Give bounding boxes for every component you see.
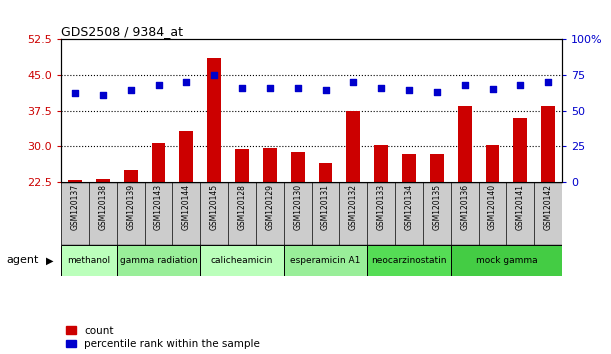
Bar <box>263 148 277 290</box>
Bar <box>374 145 388 290</box>
Point <box>126 88 136 93</box>
Bar <box>430 154 444 290</box>
Text: GSM120135: GSM120135 <box>433 184 441 230</box>
Bar <box>346 110 360 290</box>
Bar <box>96 179 110 290</box>
Text: GSM120136: GSM120136 <box>460 184 469 230</box>
Bar <box>284 245 367 276</box>
Point <box>376 85 386 91</box>
Bar <box>291 152 305 290</box>
Text: ▶: ▶ <box>46 256 53 266</box>
Text: GDS2508 / 9384_at: GDS2508 / 9384_at <box>61 25 183 38</box>
Text: GSM120132: GSM120132 <box>349 184 358 230</box>
Point <box>516 82 525 87</box>
Bar <box>152 143 166 290</box>
Point <box>98 92 108 98</box>
Point <box>237 85 247 91</box>
Text: esperamicin A1: esperamicin A1 <box>290 256 360 265</box>
Text: GSM120130: GSM120130 <box>293 184 302 230</box>
Text: GSM120138: GSM120138 <box>98 184 108 230</box>
Point <box>460 82 470 87</box>
Point <box>181 79 191 85</box>
Text: GSM120128: GSM120128 <box>238 184 246 230</box>
Bar <box>451 245 562 276</box>
Text: GSM120137: GSM120137 <box>70 184 79 230</box>
Text: GSM120129: GSM120129 <box>265 184 274 230</box>
Point <box>543 79 553 85</box>
Bar <box>207 58 221 290</box>
Point <box>432 89 442 95</box>
Text: gamma radiation: gamma radiation <box>120 256 197 265</box>
Text: GSM120144: GSM120144 <box>182 184 191 230</box>
Text: GSM120140: GSM120140 <box>488 184 497 230</box>
Bar <box>68 180 82 290</box>
Text: agent: agent <box>6 256 38 266</box>
Legend: count, percentile rank within the sample: count, percentile rank within the sample <box>67 326 260 349</box>
Text: GSM120145: GSM120145 <box>210 184 219 230</box>
Point <box>488 86 497 92</box>
Text: GSM120139: GSM120139 <box>126 184 135 230</box>
Bar <box>541 106 555 290</box>
Bar <box>61 245 117 276</box>
Bar <box>117 245 200 276</box>
Text: calicheamicin: calicheamicin <box>211 256 273 265</box>
Text: neocarzinostatin: neocarzinostatin <box>371 256 447 265</box>
Point <box>153 82 163 87</box>
Bar <box>402 154 416 290</box>
Text: GSM120143: GSM120143 <box>154 184 163 230</box>
Text: GSM120141: GSM120141 <box>516 184 525 230</box>
Bar <box>180 131 193 290</box>
Point <box>348 79 358 85</box>
Point <box>293 85 302 91</box>
Bar <box>200 245 284 276</box>
Text: GSM120133: GSM120133 <box>377 184 386 230</box>
Point <box>70 91 80 96</box>
Bar <box>458 106 472 290</box>
Text: GSM120131: GSM120131 <box>321 184 330 230</box>
Point <box>404 88 414 93</box>
Bar <box>486 145 500 290</box>
Point <box>321 88 331 93</box>
Text: mock gamma: mock gamma <box>475 256 537 265</box>
Bar <box>235 149 249 290</box>
Text: GSM120134: GSM120134 <box>404 184 414 230</box>
Bar <box>367 245 451 276</box>
Point <box>265 85 275 91</box>
Bar <box>318 163 332 290</box>
Text: methanol: methanol <box>67 256 111 265</box>
Text: GSM120142: GSM120142 <box>544 184 553 230</box>
Bar <box>513 118 527 290</box>
Bar <box>123 170 137 290</box>
Point <box>210 72 219 78</box>
